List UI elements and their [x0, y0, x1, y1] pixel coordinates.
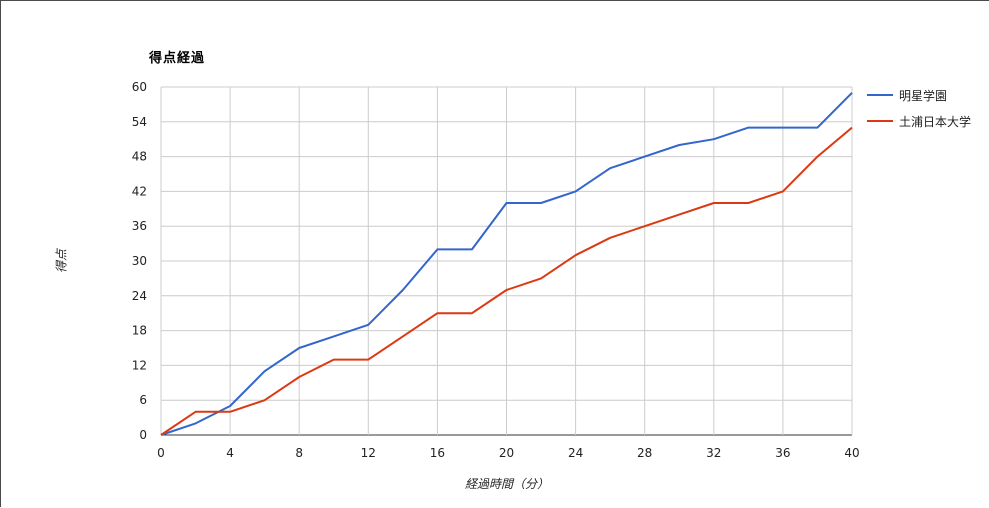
x-tick-label: 4	[226, 446, 234, 460]
chart-title: 得点経過	[149, 51, 206, 66]
x-tick-label: 36	[775, 446, 790, 460]
x-tick-label: 32	[706, 446, 721, 460]
x-tick-label: 0	[157, 446, 165, 460]
legend-label: 明星学園	[899, 88, 948, 103]
y-tick-label: 0	[139, 428, 147, 442]
x-tick-label: 8	[295, 446, 303, 460]
legend-swatch	[867, 94, 893, 96]
legend-item: 明星学園	[867, 85, 971, 105]
y-tick-label: 60	[132, 80, 147, 94]
y-tick-label: 54	[132, 115, 147, 129]
y-tick-label: 6	[139, 393, 147, 407]
x-tick-label: 20	[499, 446, 514, 460]
x-axis-label: 経過時間（分）	[464, 477, 550, 491]
legend-swatch	[867, 120, 893, 122]
series-line-0	[160, 92, 853, 436]
x-tick-label: 28	[637, 446, 652, 460]
y-tick-label: 30	[132, 254, 147, 268]
legend-label: 土浦日本大学	[899, 114, 972, 129]
y-tick-label: 18	[132, 324, 147, 338]
chart-legend: 明星学園土浦日本大学	[867, 85, 971, 137]
x-tick-label: 40	[844, 446, 859, 460]
x-tick-label: 16	[430, 446, 445, 460]
y-tick-label: 12	[132, 358, 147, 372]
y-tick-label: 48	[132, 150, 147, 164]
x-tick-label: 24	[568, 446, 583, 460]
x-tick-label: 12	[361, 446, 376, 460]
legend-item: 土浦日本大学	[867, 111, 971, 131]
y-tick-label: 24	[132, 289, 147, 303]
series-line-1	[160, 126, 853, 436]
y-tick-label: 36	[132, 219, 147, 233]
y-tick-label: 42	[132, 184, 147, 198]
